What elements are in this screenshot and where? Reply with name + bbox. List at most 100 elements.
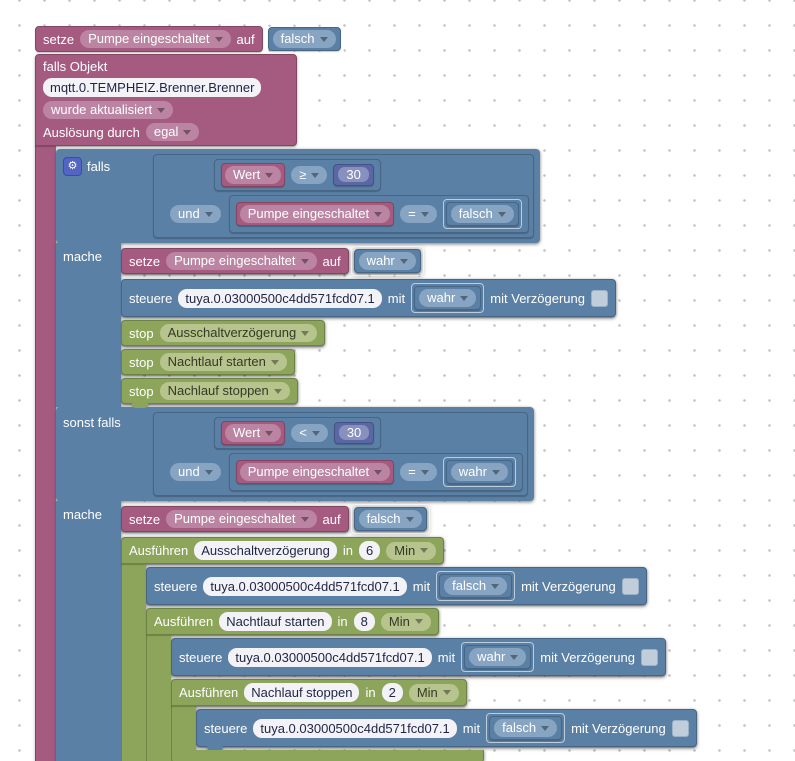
delay-checkbox[interactable] [621,577,639,595]
control-state-block[interactable]: steuere tuya.0.03000500c4dd571fcd07.1 mi… [171,638,666,676]
bool-value-block[interactable]: falsch [353,507,427,531]
bool-value-block[interactable]: wahr [464,645,532,669]
operator-dropdown[interactable]: ≥ [291,166,328,184]
value-variable-block[interactable]: Wert [221,163,286,187]
bool-dropdown[interactable]: falsch [494,719,558,737]
bool-dropdown[interactable]: falsch [444,577,508,595]
timeout-name-field[interactable]: Nachlauf stoppen [244,683,360,702]
delay-checkbox[interactable] [671,719,689,737]
delay-number-field[interactable]: 6 [359,541,381,560]
variable-dropdown-value: Pumpe eingeschaltet [247,464,370,479]
state-id-field[interactable]: tuya.0.03000500c4dd571fcd07.1 [253,718,457,738]
timer-name-dropdown[interactable]: Nachlauf stoppen [159,382,290,400]
control-state-block[interactable]: steuere tuya.0.03000500c4dd571fcd07.1 mi… [146,567,647,605]
timer-name-dropdown[interactable]: Nachtlauf starten [159,353,287,371]
bool-value-block[interactable]: falsch [267,27,341,51]
bool-value-block[interactable]: falsch [439,574,513,598]
operator-dropdown[interactable]: < [291,424,328,442]
variable-dropdown[interactable]: Pumpe eingeschaltet [239,463,391,481]
bool-dropdown[interactable]: wahr [450,463,508,481]
control-state-block[interactable]: steuere tuya.0.03000500c4dd571fcd07.1 mi… [196,709,697,751]
variable-dropdown[interactable]: Pumpe eingeschaltet [166,252,317,270]
and-block[interactable]: Wert < [153,412,528,496]
variable-dropdown[interactable]: Wert [225,166,282,184]
state-id-field[interactable]: tuya.0.03000500c4dd571fcd07.1 [228,647,432,667]
bool-dropdown[interactable]: falsch [272,30,336,48]
number-block[interactable]: 30 [333,422,375,444]
with-label: mit [437,649,456,665]
value-variable-block[interactable]: Pumpe eingeschaltet [235,460,395,484]
delay-checkbox[interactable] [590,289,608,307]
bool-value-block[interactable]: wahr [445,460,513,484]
and-dropdown[interactable]: und [170,463,221,481]
stop-timer-block[interactable]: stop Ausschaltverzögerung [121,320,326,346]
bool-value-block[interactable]: wahr [353,249,421,273]
caret-down-icon [157,107,166,113]
object-trigger-block[interactable]: falls Objekt mqtt.0.TEMPHEIZ.Brenner.Bre… [35,54,697,761]
number-block[interactable]: 30 [333,164,374,186]
bool-dropdown-value: falsch [280,31,315,46]
caret-down-icon [183,129,192,135]
set-variable-block[interactable]: setze Pumpe eingeschaltet auf falsch [35,24,344,54]
bool-value-block[interactable]: wahr [414,286,482,310]
and-dropdown[interactable]: und [170,205,221,223]
bool-dropdown-value: falsch [502,720,537,735]
control-state-block[interactable]: steuere tuya.0.03000500c4dd571fcd07.1 mi… [121,279,616,317]
set-aux-label: auf [322,253,341,269]
state-id-field[interactable]: tuya.0.03000500c4dd571fcd07.1 [178,288,382,308]
unit-dropdown[interactable]: Min [380,612,431,631]
set-variable-block[interactable]: setze Pumpe eingeschaltet auf [121,246,424,276]
compare-block[interactable]: Pumpe eingeschaltet = [228,195,529,233]
if-condition-clause: ⚙ falls Wert [56,149,540,243]
variable-dropdown[interactable]: Pumpe eingeschaltet [80,30,231,48]
trigger-by-dropdown[interactable]: egal [145,123,200,141]
if-label: falls [87,159,111,174]
bool-dropdown[interactable]: falsch [358,510,422,528]
delay-number-field[interactable]: 8 [353,612,375,631]
bool-value-block[interactable]: falsch [445,202,519,226]
timeout-block[interactable]: Ausführen Ausschaltverzögerung in 6 Min [121,537,697,761]
event-dropdown[interactable]: wurde aktualisiert [43,101,174,119]
bool-dropdown[interactable]: wahr [419,289,477,307]
unit-dropdown[interactable]: Min [408,683,459,702]
timeout-name-field[interactable]: Ausschaltverzögerung [194,541,337,560]
variable-dropdown[interactable]: Wert [225,424,282,442]
and-block[interactable]: Wert ≥ [153,154,534,238]
state-id-field[interactable]: tuya.0.03000500c4dd571fcd07.1 [203,576,407,596]
unit-dropdown[interactable]: Min [386,541,437,560]
if-block[interactable]: ⚙ falls Wert [56,149,697,761]
variable-dropdown[interactable]: Pumpe eingeschaltet [166,510,317,528]
value-socket: wahr [350,246,424,276]
compare-block[interactable]: Wert < [214,417,382,449]
value-variable-block[interactable]: Wert [221,421,286,445]
timer-name-value: Nachtlauf starten [167,354,266,369]
stop-timer-block[interactable]: stop Nachlauf stoppen [121,378,298,408]
timeout-block[interactable]: Ausführen Nachtlauf starten in 8 Min [146,608,697,761]
do-label: mache [56,501,121,761]
timeout-name-field[interactable]: Nachtlauf starten [219,612,332,631]
bool-value-block[interactable]: falsch [489,716,563,740]
trigger-by-value: egal [153,124,179,139]
caret-down-icon [491,583,500,589]
compare-block[interactable]: Wert ≥ [214,159,381,191]
mutator-gear-icon[interactable]: ⚙ [63,157,82,176]
stop-timer-block[interactable]: stop Nachtlauf starten [121,349,295,375]
set-variable-block[interactable]: setze Pumpe eingeschaltet auf [121,504,430,534]
set-keyword: setze [43,31,75,47]
operator-dropdown[interactable]: = [400,205,437,223]
object-id-field[interactable]: mqtt.0.TEMPHEIZ.Brenner.Brenner [43,78,262,97]
delay-number-field[interactable]: 2 [381,683,403,702]
bool-dropdown[interactable]: wahr [358,252,416,270]
timer-name-dropdown[interactable]: Ausschaltverzögerung [159,324,318,342]
elseif-label: sonst falls [63,415,121,430]
variable-dropdown[interactable]: Pumpe eingeschaltet [239,205,391,223]
compare-block[interactable]: Pumpe eingeschaltet = [228,453,523,491]
delay-checkbox[interactable] [640,648,658,666]
value-variable-block[interactable]: Pumpe eingeschaltet [235,202,395,226]
caret-down-icon [301,330,310,336]
operator-dropdown[interactable]: = [400,463,437,481]
bool-dropdown[interactable]: wahr [469,648,527,666]
timeout-block[interactable]: Ausführen Nachlauf stoppen in 2 Min [171,679,697,761]
bool-dropdown[interactable]: falsch [450,205,514,223]
